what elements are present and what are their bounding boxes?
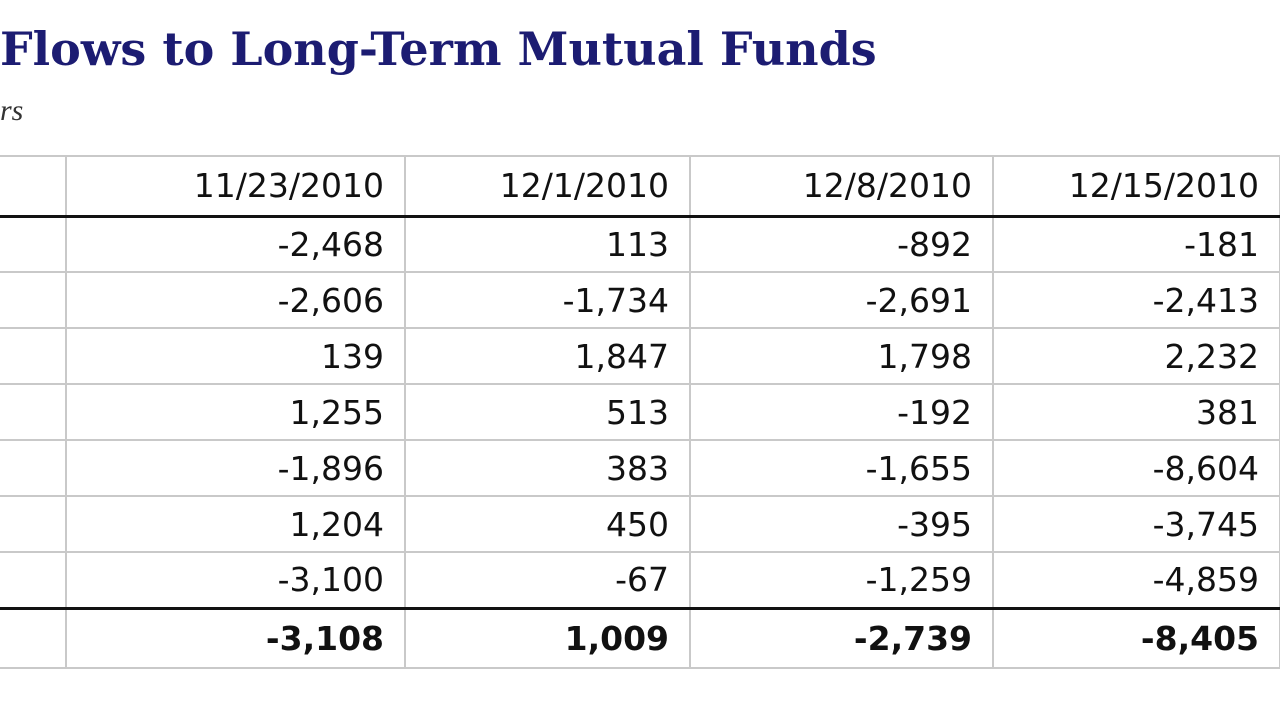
table-cell: 1,798	[689, 328, 994, 385]
column-header-label	[0, 155, 67, 218]
row-label-cell	[0, 216, 67, 273]
table-cell: -8,604	[992, 440, 1280, 497]
table-cell: -192	[689, 384, 994, 441]
table-cell: -1,896	[65, 440, 406, 497]
table-cell: -395	[689, 496, 994, 553]
table-cell: -181	[992, 216, 1280, 273]
table-row: -1,896 383 -1,655 -8,604	[0, 440, 1280, 497]
table-cell: -1,734	[404, 272, 691, 329]
page-subtitle: rs	[0, 94, 24, 127]
row-label-cell	[0, 496, 67, 553]
table-cell: 1,847	[404, 328, 691, 385]
table-cell: -2,606	[65, 272, 406, 329]
table-row: 1,204 450 -395 -3,745	[0, 496, 1280, 553]
table-cell: -1,259	[689, 552, 994, 610]
table-cell: 450	[404, 496, 691, 553]
table-header-row: 11/23/2010 12/1/2010 12/8/2010 12/15/201…	[0, 155, 1280, 218]
table-cell: -4,859	[992, 552, 1280, 610]
table-cell: -3,100	[65, 552, 406, 610]
column-header-date: 12/8/2010	[689, 155, 994, 218]
table-cell: 139	[65, 328, 406, 385]
table-cell: -67	[404, 552, 691, 610]
table-row: -3,100 -67 -1,259 -4,859	[0, 552, 1280, 610]
table-cell: -1,655	[689, 440, 994, 497]
table-cell: 383	[404, 440, 691, 497]
row-label-cell	[0, 608, 67, 669]
column-header-date: 12/15/2010	[992, 155, 1280, 218]
table-cell: 513	[404, 384, 691, 441]
column-header-date: 11/23/2010	[65, 155, 406, 218]
table-row: 1,255 513 -192 381	[0, 384, 1280, 441]
table-cell: 2,232	[992, 328, 1280, 385]
table-cell: 113	[404, 216, 691, 273]
table-cell: -2,413	[992, 272, 1280, 329]
total-cell: -8,405	[992, 608, 1280, 669]
row-label-cell	[0, 272, 67, 329]
row-label-cell	[0, 552, 67, 610]
total-cell: -3,108	[65, 608, 406, 669]
flows-table: 11/23/2010 12/1/2010 12/8/2010 12/15/201…	[0, 155, 1280, 669]
total-cell: -2,739	[689, 608, 994, 669]
table-cell: 1,204	[65, 496, 406, 553]
total-row: -3,108 1,009 -2,739 -8,405	[0, 608, 1280, 669]
table-cell: 381	[992, 384, 1280, 441]
row-label-cell	[0, 328, 67, 385]
page-title: Flows to Long-Term Mutual Funds	[0, 22, 877, 76]
table-cell: -3,745	[992, 496, 1280, 553]
table-row: 139 1,847 1,798 2,232	[0, 328, 1280, 385]
table-cell: -892	[689, 216, 994, 273]
row-label-cell	[0, 440, 67, 497]
column-header-date: 12/1/2010	[404, 155, 691, 218]
table-cell: -2,691	[689, 272, 994, 329]
table-cell: -2,468	[65, 216, 406, 273]
table-cell: 1,255	[65, 384, 406, 441]
table-row: -2,606 -1,734 -2,691 -2,413	[0, 272, 1280, 329]
row-label-cell	[0, 384, 67, 441]
table-row: -2,468 113 -892 -181	[0, 216, 1280, 273]
total-cell: 1,009	[404, 608, 691, 669]
